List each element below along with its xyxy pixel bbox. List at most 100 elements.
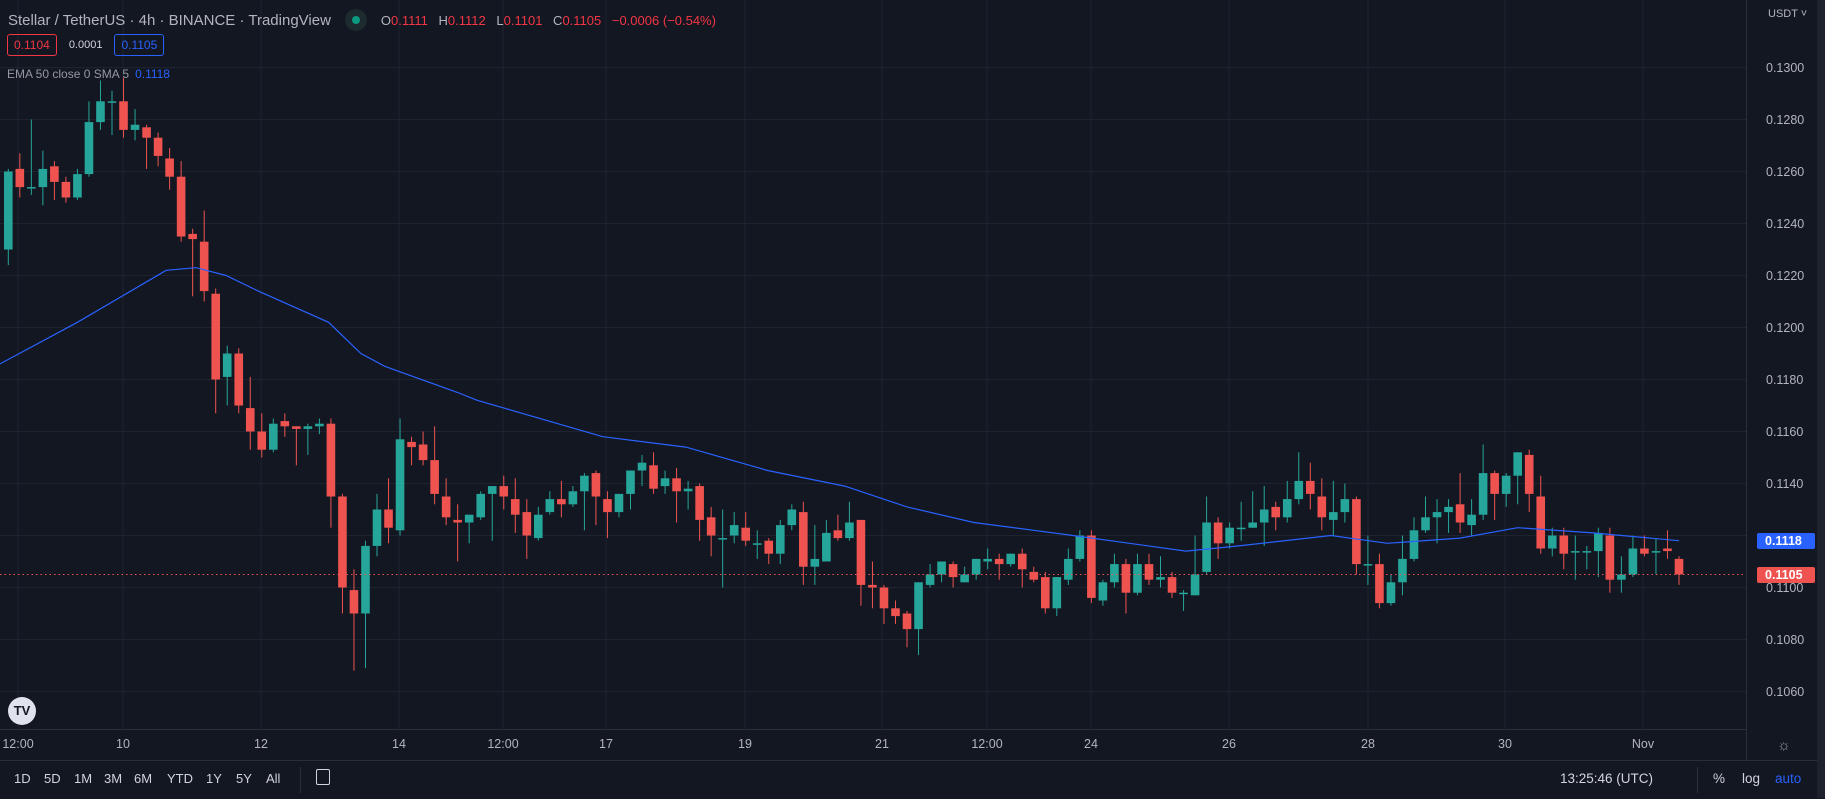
candle-body — [326, 423, 336, 497]
candle-body — [752, 543, 762, 545]
candle — [372, 493, 382, 557]
candle — [1236, 501, 1246, 541]
price-chart[interactable] — [0, 0, 1746, 729]
candle-body — [142, 127, 151, 138]
settings-gear-icon[interactable]: ☼ — [1777, 737, 1791, 754]
candle — [1179, 590, 1188, 611]
indicator-legend[interactable]: EMA 50 close 0 SMA 5 0.1118 — [7, 67, 170, 81]
symbol-title[interactable]: Stellar / TetherUS · 4h · BINANCE · Trad… — [8, 11, 331, 29]
candle-body — [38, 168, 48, 188]
candle — [718, 509, 727, 588]
candle — [1305, 462, 1315, 510]
candle-body — [1029, 571, 1039, 580]
open-value: 0.1111 — [391, 12, 428, 28]
candle — [1110, 553, 1119, 588]
bottom-toolbar: 1D 5D 1M 3M 6M YTD 1Y 5Y All 13:25:46 (UTC) % lo… — [0, 760, 1817, 799]
candle-body — [315, 423, 324, 427]
candle-body — [1582, 551, 1592, 553]
candle — [1398, 535, 1407, 596]
time-label: Nov — [1631, 737, 1655, 751]
log-toggle[interactable]: log — [1742, 771, 1761, 786]
candle-body — [453, 519, 462, 523]
candle — [729, 512, 739, 544]
range-button-all[interactable]: All — [266, 771, 281, 786]
candle — [660, 470, 670, 494]
candle — [649, 452, 658, 494]
candle — [568, 486, 578, 507]
candle-body — [487, 486, 497, 494]
candle-body — [1179, 592, 1188, 595]
candle — [326, 418, 336, 528]
range-button-1m[interactable]: 1M — [74, 771, 93, 786]
currency-selector[interactable]: USDT ˅ — [1768, 8, 1808, 20]
candle — [418, 431, 428, 466]
candle — [38, 150, 48, 206]
candle-body — [188, 233, 197, 240]
candle — [1098, 579, 1108, 606]
candle — [303, 423, 313, 455]
range-button-1d[interactable]: 1D — [14, 771, 31, 786]
candle-body — [1156, 577, 1165, 580]
candle-body — [1064, 558, 1073, 580]
candle-body — [50, 166, 59, 182]
tradingview-logo[interactable]: TV — [8, 697, 36, 725]
right-panel-edge — [1817, 0, 1825, 798]
candle — [1052, 577, 1062, 617]
range-button-6m[interactable]: 6M — [134, 771, 153, 786]
range-button-3m[interactable]: 3M — [104, 771, 123, 786]
utc-clock[interactable]: 13:25:46 (UTC) — [1560, 771, 1654, 786]
candle-body — [1133, 564, 1142, 593]
percent-toggle[interactable]: % — [1713, 771, 1726, 786]
candle-body — [153, 137, 163, 156]
range-button-ytd[interactable]: YTD — [167, 771, 193, 786]
candle — [4, 168, 13, 266]
time-label: 14 — [392, 737, 406, 751]
candle-body — [107, 101, 117, 103]
candle-body — [1352, 499, 1361, 565]
candle — [1547, 527, 1557, 557]
candle-body — [61, 181, 71, 198]
candle-body — [176, 176, 186, 237]
candle — [695, 483, 704, 541]
range-button-1y[interactable]: 1Y — [206, 771, 222, 786]
high-label: H — [438, 12, 448, 28]
candle — [211, 288, 220, 414]
candle — [545, 491, 555, 515]
time-label: 24 — [1084, 737, 1098, 751]
candle — [1282, 480, 1292, 523]
candle — [1467, 499, 1476, 536]
ema-line — [0, 267, 1680, 552]
candle — [1006, 553, 1016, 567]
candle-body — [799, 512, 808, 567]
buy-price-button[interactable]: 0.1105 — [114, 34, 165, 56]
candle — [937, 561, 946, 583]
candle-body — [1144, 564, 1154, 580]
range-button-5y[interactable]: 5Y — [236, 771, 252, 786]
candle — [245, 376, 255, 450]
candle-body — [130, 124, 140, 130]
candle-body — [1121, 564, 1131, 593]
auto-toggle[interactable]: auto — [1775, 771, 1802, 786]
candle-body — [303, 426, 313, 429]
indicator-name: EMA 50 close 0 SMA 5 — [7, 67, 130, 81]
sell-price-button[interactable]: 0.1104 — [7, 34, 57, 56]
candle-body — [96, 101, 105, 123]
candle-body — [833, 530, 843, 539]
chart-header: Stellar / TetherUS · 4h · BINANCE · Trad… — [8, 9, 723, 31]
price-label: 0.1200 — [1766, 320, 1805, 335]
candle-body — [1087, 535, 1096, 598]
range-button-5d[interactable]: 5D — [44, 771, 61, 786]
candle-body — [683, 488, 693, 492]
candle-body — [1594, 532, 1603, 552]
candle — [1386, 574, 1396, 606]
candle — [522, 499, 532, 559]
candle-body — [1559, 535, 1569, 554]
date-range-icon[interactable] — [316, 769, 330, 785]
candle-body — [879, 587, 889, 609]
candle-body — [845, 522, 854, 539]
candle-body — [1271, 506, 1281, 518]
candle — [130, 109, 140, 141]
candle — [153, 132, 163, 167]
candle-body — [994, 558, 1004, 565]
candle-body — [1202, 522, 1211, 572]
